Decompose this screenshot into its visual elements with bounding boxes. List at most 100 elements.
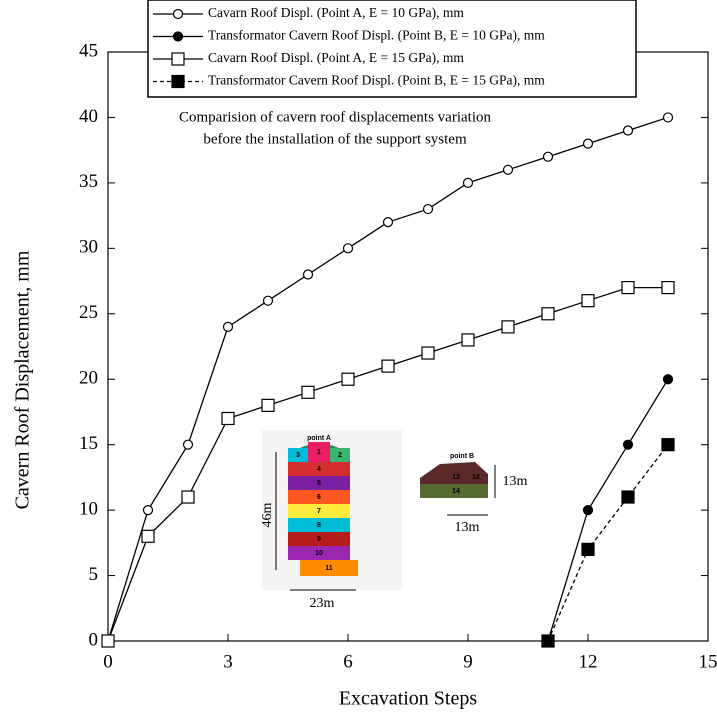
legend-label: Transformator Cavern Roof Displ. (Point … (208, 73, 545, 88)
inset-label: point A (307, 435, 331, 442)
marker (142, 505, 154, 516)
marker (101, 634, 115, 648)
marker (582, 138, 594, 149)
inset-label: 5 (317, 480, 321, 487)
legend-marker (172, 31, 184, 42)
block (288, 546, 350, 560)
marker (622, 125, 634, 136)
inset-label: 14 (452, 488, 460, 495)
inset-label: 9 (317, 536, 321, 543)
block (288, 448, 308, 462)
y-tick-label: 20 (79, 368, 98, 389)
marker (262, 295, 274, 306)
y-tick-label: 5 (89, 564, 99, 585)
legend-marker (171, 52, 185, 66)
inset-label: 11 (325, 565, 333, 572)
marker (462, 177, 474, 188)
block (288, 490, 350, 504)
marker (541, 307, 555, 321)
marker (581, 542, 595, 556)
marker (541, 634, 555, 648)
block (288, 518, 350, 532)
x-tick-label: 12 (579, 651, 598, 672)
block (308, 442, 330, 462)
inset-label: 8 (317, 522, 321, 529)
marker (461, 333, 475, 347)
x-tick-label: 9 (463, 651, 473, 672)
marker (421, 346, 435, 360)
annotation: Comparision of cavern roof displacements… (179, 109, 491, 125)
marker (661, 438, 675, 452)
y-tick-label: 25 (79, 302, 98, 323)
x-axis-label: Excavation Steps (339, 688, 478, 710)
inset-label: 1 (317, 449, 321, 456)
legend-marker (171, 74, 185, 89)
y-tick-label: 0 (89, 629, 99, 650)
block (288, 532, 350, 546)
inset-label: 13m (503, 474, 528, 489)
block (288, 504, 350, 518)
block (330, 448, 350, 462)
marker (182, 439, 194, 450)
marker (221, 411, 235, 426)
y-axis-label: Cavern Roof Displacement, mm (12, 250, 34, 509)
y-tick-label: 45 (79, 40, 98, 61)
marker (622, 439, 634, 450)
series-line (547, 444, 669, 642)
marker (542, 151, 554, 162)
marker (502, 164, 514, 175)
inset-label: point B (450, 453, 474, 460)
marker (581, 294, 595, 308)
x-tick-label: 15 (699, 651, 717, 672)
marker (342, 243, 354, 254)
inset-diagram: point A 46m 23m point B 13m 13m 3 1 245678… (260, 430, 528, 611)
block (288, 462, 350, 476)
series-line (547, 378, 669, 642)
marker (582, 505, 594, 516)
block (288, 476, 350, 490)
block (300, 560, 358, 576)
marker (261, 398, 275, 412)
marker (661, 281, 675, 295)
marker (501, 320, 515, 334)
marker (621, 490, 635, 504)
marker (222, 321, 234, 332)
legend-label: Transformator Cavern Roof Displ. (Point … (208, 28, 545, 43)
legend-marker (172, 8, 184, 20)
marker (181, 490, 195, 504)
x-tick-label: 6 (343, 651, 353, 672)
marker (662, 374, 674, 385)
inset-label: 12 (472, 474, 480, 481)
inset-label: 7 (317, 508, 321, 515)
x-tick-label: 3 (223, 651, 233, 672)
inset-label: 2 (338, 452, 342, 459)
annotation: before the installation of the support s… (203, 131, 467, 147)
legend-label: Cavarn Roof Displ. (Point A, E = 10 GPa)… (208, 5, 464, 20)
legend-box (147, 0, 637, 98)
marker (302, 269, 314, 280)
inset-label: 46m (260, 502, 275, 527)
marker (381, 359, 395, 373)
inset-label: 3 (296, 452, 300, 459)
marker (301, 385, 315, 399)
marker (382, 217, 394, 228)
inset-label: 13m (455, 520, 480, 535)
inset-label: 6 (317, 494, 321, 501)
inset-label: 23m (310, 596, 335, 611)
marker (621, 281, 635, 295)
marker (141, 529, 155, 543)
inset-label: 4 (317, 466, 321, 473)
legend-label: Cavarn Roof Displ. (Point A, E = 15 GPa)… (208, 50, 464, 65)
y-tick-label: 35 (79, 171, 98, 192)
marker (422, 203, 434, 215)
inset-label: 10 (315, 550, 323, 557)
y-tick-label: 15 (79, 433, 98, 454)
marker (662, 112, 674, 123)
marker (341, 372, 355, 386)
y-tick-label: 10 (79, 498, 98, 519)
x-tick-label: 0 (103, 651, 113, 672)
block (420, 484, 488, 498)
y-tick-label: 40 (79, 106, 98, 127)
inset-label: 13 (452, 474, 460, 481)
